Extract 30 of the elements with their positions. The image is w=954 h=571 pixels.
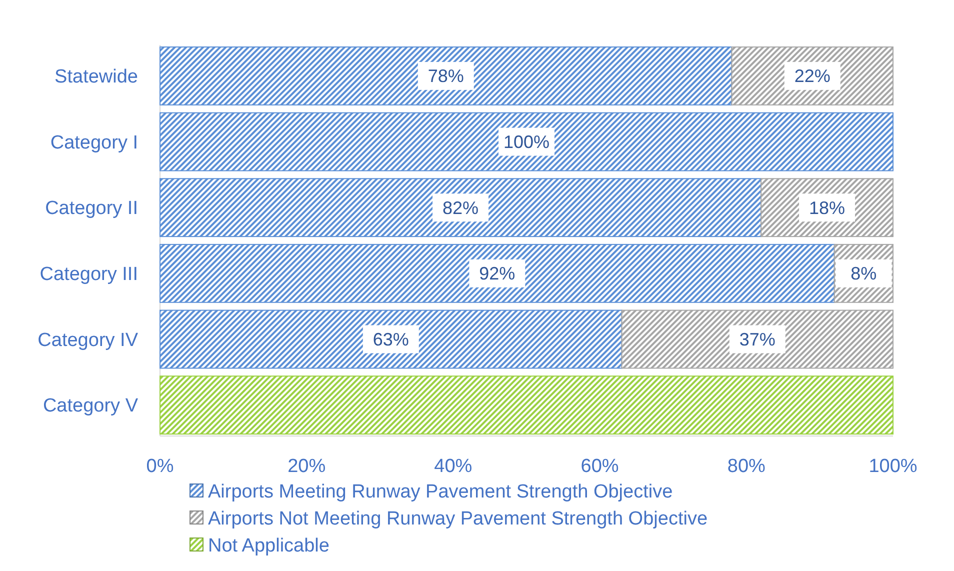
bar [160, 46, 732, 106]
bar [160, 310, 622, 369]
data-label: 100% [503, 132, 550, 152]
bar [160, 178, 762, 238]
data-label: 37% [739, 330, 776, 350]
y-tick-label: Category V [42, 396, 138, 417]
x-tick-label: 80% [727, 456, 766, 477]
x-tick-label: 20% [288, 456, 326, 477]
bar [160, 112, 894, 172]
y-tick-label: Category I [50, 132, 138, 154]
x-tick-label: 60% [580, 456, 619, 477]
legend-label: Airports Not Meeting Runway Pavement Strength Objective [208, 508, 708, 530]
legend-label: Not Applicable [208, 536, 330, 557]
x-tick-label: 0% [146, 456, 174, 477]
data-label: 22% [794, 66, 830, 86]
x-tick-label: 40% [434, 456, 472, 477]
y-tick-label: Statewide [54, 66, 138, 88]
bar [621, 310, 894, 369]
data-label: 82% [442, 198, 479, 218]
y-tick-label: Category II [45, 198, 138, 220]
bar [160, 244, 835, 303]
legend-label: Airports Meeting Runway Pavement Strength Objective [208, 482, 673, 503]
data-label: 18% [809, 198, 846, 218]
data-label: 8% [850, 264, 877, 284]
y-tick-label: Category III [40, 264, 138, 286]
x-tick-label: 100% [868, 456, 918, 477]
data-label: 92% [479, 264, 516, 284]
data-label: 63% [372, 330, 409, 350]
y-tick-label: Category IV [38, 330, 138, 351]
data-label: 78% [428, 66, 464, 86]
